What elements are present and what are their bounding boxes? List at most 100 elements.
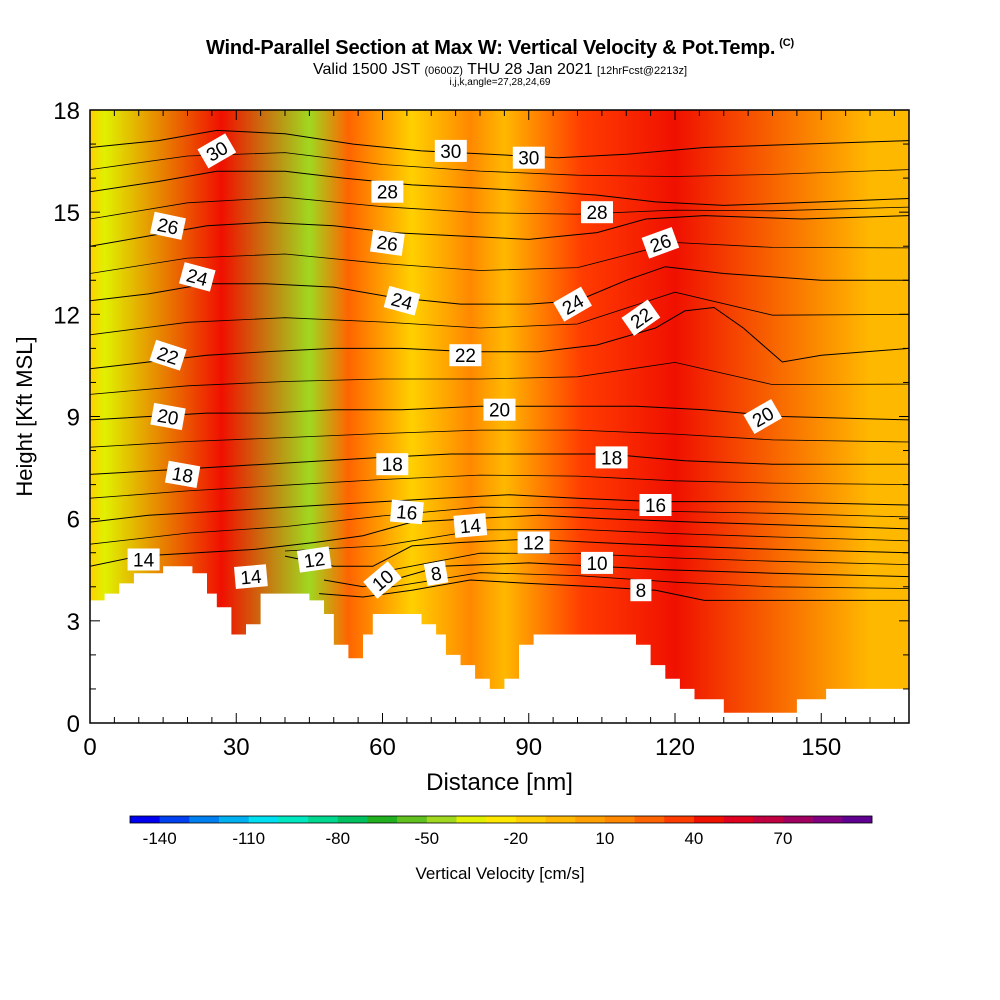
- colorbar-tick-label: -20: [504, 829, 529, 848]
- chart-subtitle: Valid 1500 JST (0600Z) THU 28 Jan 2021 […: [0, 61, 1000, 79]
- contour-label-14: 20: [150, 402, 186, 431]
- contour-label-text: 16: [395, 502, 418, 525]
- x-tick-label: 30: [223, 734, 250, 761]
- y-tick-label: 9: [67, 405, 80, 432]
- colorbar-swatch-11: [456, 816, 487, 823]
- colorbar-tick-label: 10: [595, 829, 614, 848]
- forecast-info: [12hrFcst@2213z]: [596, 65, 688, 77]
- contour-label-bg: [150, 211, 186, 240]
- isentrope-group: [90, 129, 909, 601]
- contour-label-text: 30: [440, 142, 461, 163]
- x-tick-label: 150: [801, 734, 841, 761]
- contour-label-12: 22: [449, 344, 482, 367]
- contour-label-25: 12: [296, 546, 332, 573]
- colorbar-frame: [129, 815, 873, 824]
- copyright-mark: (C): [779, 37, 794, 50]
- isentrope-26: [90, 215, 909, 247]
- contour-label-text: 14: [240, 567, 263, 590]
- contour-label-bg: [390, 499, 424, 525]
- contour-label-bg: [149, 339, 187, 371]
- contour-label-text: 18: [601, 448, 622, 469]
- contour-label-1: 30: [434, 139, 467, 163]
- colorbar-swatch-13: [515, 816, 546, 823]
- contour-label-29: 8: [423, 560, 449, 586]
- isentrope-28: [90, 170, 909, 206]
- colorbar-swatch-7: [337, 816, 368, 823]
- colorbar-swatch-20: [723, 816, 754, 823]
- contour-label-text: 12: [523, 534, 544, 555]
- colorbar-swatch-21: [753, 816, 784, 823]
- contour-label-text: 16: [645, 496, 666, 517]
- contour-label-bg: [363, 561, 402, 599]
- y-tick-label: 15: [53, 200, 80, 227]
- colorbar-swatch-17: [634, 816, 665, 823]
- grid-indices: i,j,k,angle=27,28,24,69: [449, 77, 551, 88]
- contour-label-bg: [434, 139, 467, 162]
- contour-label-bg: [376, 453, 409, 476]
- isentrope-16: [90, 494, 909, 523]
- contour-label-bg: [150, 402, 186, 431]
- colorbar-swatch-0: [130, 816, 160, 823]
- x-tick-label: 0: [83, 734, 96, 761]
- isentrope-minor-11: [382, 552, 909, 573]
- y-tick-label: 6: [67, 507, 80, 534]
- colorbar-swatch-1: [159, 816, 190, 823]
- contour-label-bg: [127, 548, 160, 571]
- isentrope-20: [90, 405, 909, 421]
- y-tick-label: 0: [67, 711, 80, 738]
- contour-label-text: 8: [636, 581, 647, 602]
- valid-utc: (0600Z): [424, 65, 463, 77]
- isentrope-12: [284, 538, 909, 567]
- colorbar-swatch-22: [782, 816, 813, 823]
- contour-label-bg: [630, 579, 652, 602]
- contour-label-22: 14: [127, 548, 160, 572]
- contour-label-5: 26: [150, 211, 186, 240]
- contour-label-bg: [512, 146, 545, 169]
- isentrope-minor-27: [90, 196, 909, 220]
- y-axis-label: Height [Kft MSL]: [12, 336, 37, 496]
- contour-label-9: 24: [383, 285, 421, 316]
- colorbar-swatch-6: [308, 816, 339, 823]
- colorbar-tick-label: -80: [325, 829, 350, 848]
- isentrope-minor-17: [90, 474, 909, 499]
- contour-label-bg: [178, 262, 216, 292]
- contour-label-19: 18: [595, 446, 628, 469]
- contour-label-bg: [581, 201, 613, 224]
- contour-label-7: 26: [641, 226, 680, 259]
- colorbar-tick-label: -50: [415, 829, 440, 848]
- isentrope-minor-25: [90, 242, 909, 274]
- contour-label-bg: [383, 285, 421, 316]
- contour-label-bg: [641, 226, 680, 259]
- isentrope-minor-15: [90, 506, 909, 545]
- colorbar-tick-label: 40: [684, 829, 703, 848]
- colorbar-swatch-12: [486, 816, 517, 823]
- contour-label-bg: [743, 398, 783, 435]
- contour-label-bg: [453, 513, 488, 538]
- contour-label-bg: [370, 229, 405, 256]
- contour-label-21: 16: [639, 494, 672, 517]
- colorbar-swatch-3: [219, 816, 250, 823]
- colorbar-swatch-15: [575, 816, 606, 823]
- chart-title: Wind-Parallel Section at Max W: Vertical…: [0, 37, 1000, 60]
- valid-date: THU 28 Jan 2021: [467, 61, 593, 78]
- contour-label-26: 12: [517, 531, 550, 555]
- colorbar-swatch-8: [367, 816, 398, 823]
- colorbar-swatch-19: [693, 816, 724, 823]
- colorbar-tick-label: -140: [143, 829, 177, 848]
- contour-label-17: 18: [164, 460, 201, 488]
- isentrope-minor-19: [90, 429, 909, 448]
- isentrope-minor-9: [382, 572, 909, 589]
- isentrope-24: [90, 266, 909, 305]
- contour-label-3: 28: [371, 180, 404, 204]
- contour-label-text: 12: [303, 549, 327, 573]
- contour-label-bg: [517, 531, 550, 554]
- contour-label-text: 26: [375, 232, 399, 256]
- contour-label-bg: [197, 133, 237, 169]
- contour-label-text: 10: [586, 554, 607, 575]
- colorbar-swatch-4: [248, 816, 279, 823]
- contour-label-30: 8: [630, 579, 652, 602]
- contour-label-bg: [621, 299, 661, 336]
- colorbar-swatch-18: [664, 816, 695, 823]
- contour-label-bg: [449, 344, 482, 367]
